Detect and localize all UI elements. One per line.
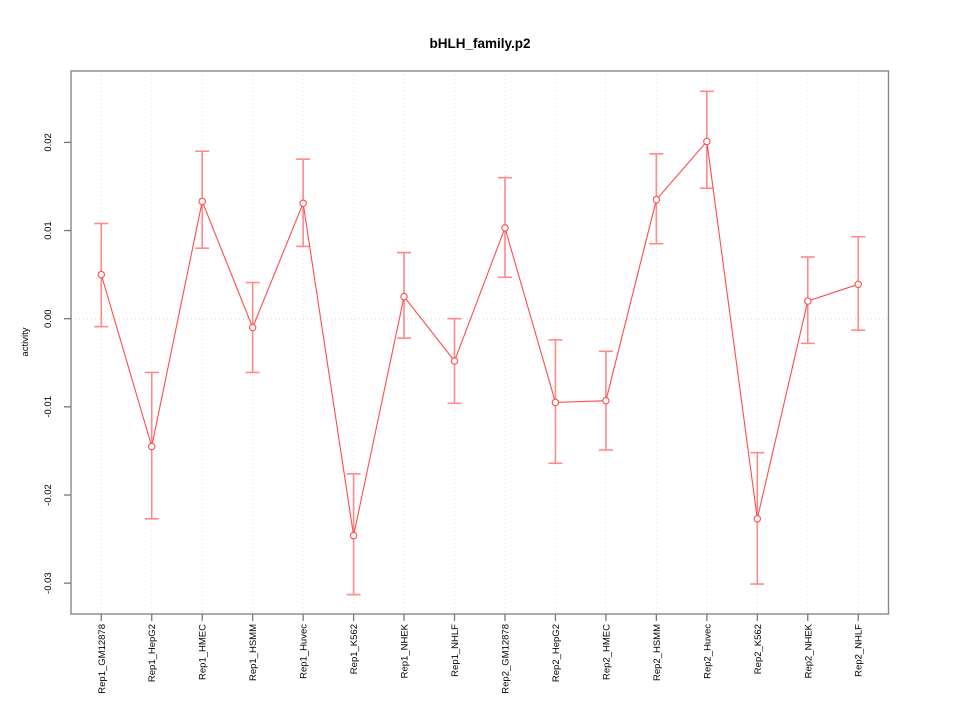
y-tick-label: -0.01 (43, 396, 54, 418)
x-tick-label: Rep1_NHEK (400, 623, 411, 678)
x-tick-label: Rep2_NHEK (803, 623, 814, 678)
x-tick-label: Rep1_NHLF (450, 624, 461, 677)
y-tick-label: -0.03 (43, 572, 54, 594)
x-tick-label: Rep1_HMEC (198, 624, 209, 680)
y-tick-label: -0.02 (43, 484, 54, 506)
chart-title: bHLH_family.p2 (429, 36, 530, 51)
data-point-marker (652, 195, 661, 204)
plot-box (70, 70, 890, 615)
x-tick-label: Rep1_GM12878 (97, 624, 108, 694)
data-point-marker (97, 270, 106, 279)
data-point-marker (854, 280, 862, 289)
x-tick-label: Rep1_Huvec (299, 624, 310, 679)
x-tick-label: Rep2_HepG2 (551, 624, 562, 682)
y-tick-label: 0.00 (43, 309, 54, 328)
data-point-marker (602, 396, 610, 405)
data-point-marker (400, 292, 408, 301)
data-point-marker (147, 442, 156, 451)
data-point-marker (349, 531, 358, 540)
y-axis-label: activity (20, 327, 31, 356)
plot-area: -0.03 -0.02 -0.01 0.00 0.01 0.02 Rep1_GM12878 R… (43, 70, 890, 694)
x-tick-label: Rep2_Huvec (702, 624, 713, 679)
data-point-marker (501, 224, 509, 232)
x-tick-label: Rep1_K562 (349, 624, 360, 674)
data-point-marker (551, 398, 560, 407)
series-line (100, 140, 859, 536)
x-tick-label: Rep2_K562 (753, 624, 764, 674)
data-point-marker (804, 297, 812, 305)
x-tick-label: Rep1_HSMM (248, 624, 259, 681)
x-tick-label: Rep1_HepG2 (147, 624, 158, 682)
x-tick-label: Rep2_HMEC (601, 624, 612, 680)
x-tick-label: Rep2_GM12878 (500, 624, 511, 694)
data-point-marker (703, 137, 711, 146)
data-point-marker (450, 357, 459, 365)
x-tick-label: Rep2_HSMM (652, 624, 663, 681)
data-point-marker (198, 197, 206, 206)
data-point-marker (299, 199, 307, 207)
y-tick-label: 0.01 (43, 221, 54, 240)
x-tick-label: Rep2_NHLF (854, 624, 865, 677)
data-point-marker (248, 323, 257, 332)
y-tick-label: 0.02 (43, 133, 54, 152)
data-point-marker (753, 515, 762, 523)
